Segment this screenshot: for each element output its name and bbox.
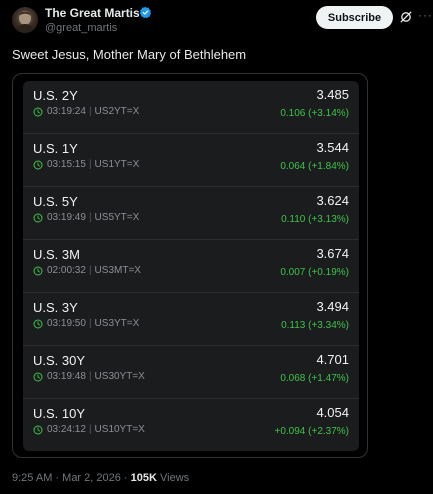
quote-meta: 03:19:50 | US3YT=X bbox=[33, 318, 139, 329]
views-label: Views bbox=[160, 472, 190, 484]
handle[interactable]: @great_martis bbox=[45, 22, 118, 34]
quote-meta: 02:00:32 | US3MT=X bbox=[33, 265, 141, 276]
quote-price: 4.701 bbox=[316, 352, 349, 367]
quote-ticker: US3YT=X bbox=[94, 318, 140, 329]
tweet-header: The Great Martis @great_martis Subscribe… bbox=[0, 0, 433, 40]
quote-time: 03:15:15 bbox=[47, 159, 86, 170]
display-name[interactable]: The Great Martis bbox=[45, 6, 140, 20]
quote-change: 0.106 (+3.14%) bbox=[280, 108, 349, 119]
quote-time: 03:24:12 bbox=[47, 424, 86, 435]
quote-name: U.S. 3M bbox=[33, 247, 80, 262]
quote-price: 3.674 bbox=[316, 246, 349, 261]
views-count: 105K bbox=[130, 472, 157, 484]
quote-time: 03:19:24 bbox=[47, 106, 86, 117]
quote-name: U.S. 2Y bbox=[33, 88, 78, 103]
quote-price: 3.485 bbox=[316, 87, 349, 102]
quote-ticker: US5YT=X bbox=[94, 212, 140, 223]
avatar-portrait-icon bbox=[16, 11, 34, 33]
quote-row[interactable]: U.S. 3M 02:00:32 | US3MT=X 3.674 0.007 (+0.19… bbox=[23, 240, 359, 293]
post-time[interactable]: 9:25 AM bbox=[12, 472, 53, 484]
quote-meta: 03:19:49 | US5YT=X bbox=[33, 212, 139, 223]
quote-card[interactable]: U.S. 2Y 03:19:24 | US2YT=X 3.485 0.106 (+3.14… bbox=[12, 73, 368, 458]
quote-meta: 03:19:24 | US2YT=X bbox=[33, 106, 139, 117]
grok-icon[interactable] bbox=[399, 10, 413, 24]
quote-ticker: US30YT=X bbox=[94, 371, 145, 382]
quote-row[interactable]: U.S. 30Y 03:19:48 | US30YT=X 4.701 0.068 (+1.… bbox=[23, 346, 359, 399]
quote-ticker: US1YT=X bbox=[94, 159, 140, 170]
tweet-text: Sweet Jesus, Mother Mary of Bethlehem bbox=[12, 47, 247, 62]
quote-row[interactable]: U.S. 2Y 03:19:24 | US2YT=X 3.485 0.106 (+3.14… bbox=[23, 81, 359, 134]
clock-icon bbox=[33, 212, 43, 223]
quote-name: U.S. 5Y bbox=[33, 194, 78, 209]
quote-name: U.S. 30Y bbox=[33, 353, 86, 368]
quote-price: 3.544 bbox=[316, 140, 349, 155]
quote-list: U.S. 2Y 03:19:24 | US2YT=X 3.485 0.106 (+3.14… bbox=[23, 81, 359, 451]
quote-price: 4.054 bbox=[316, 405, 349, 420]
quote-change: 0.110 (+3.13%) bbox=[281, 214, 349, 225]
quote-name: U.S. 3Y bbox=[33, 300, 78, 315]
quote-meta: 03:15:15 | US1YT=X bbox=[33, 159, 139, 170]
more-horizontal-icon[interactable]: ··· bbox=[418, 8, 433, 22]
quote-meta: 03:24:12 | US10YT=X bbox=[33, 424, 145, 435]
clock-icon bbox=[33, 265, 43, 276]
quote-time: 03:19:48 bbox=[47, 371, 86, 382]
quote-time: 02:00:32 bbox=[47, 265, 86, 276]
post-date[interactable]: Mar 2, 2026 bbox=[62, 472, 121, 484]
subscribe-button[interactable]: Subscribe bbox=[316, 6, 393, 29]
quote-change: 0.068 (+1.47%) bbox=[280, 373, 349, 384]
quote-time: 03:19:50 bbox=[47, 318, 86, 329]
quote-name: U.S. 10Y bbox=[33, 406, 86, 421]
clock-icon bbox=[33, 318, 43, 329]
quote-ticker: US2YT=X bbox=[94, 106, 140, 117]
quote-price: 3.624 bbox=[316, 193, 349, 208]
verified-badge-icon bbox=[139, 6, 152, 19]
quote-row[interactable]: U.S. 3Y 03:19:50 | US3YT=X 3.494 0.113 (+3.34… bbox=[23, 293, 359, 346]
tweet-footer: 9:25 AM · Mar 2, 2026 · 105K Views bbox=[12, 472, 190, 484]
clock-icon bbox=[33, 159, 43, 170]
quote-time: 03:19:49 bbox=[47, 212, 86, 223]
quote-row[interactable]: U.S. 1Y 03:15:15 | US1YT=X 3.544 0.064 (+1.84… bbox=[23, 134, 359, 187]
quote-change: +0.094 (+2.37%) bbox=[274, 426, 350, 437]
quote-change: 0.007 (+0.19%) bbox=[280, 267, 349, 278]
clock-icon bbox=[33, 371, 43, 382]
clock-icon bbox=[33, 424, 43, 435]
quote-row[interactable]: U.S. 10Y 03:24:12 | US10YT=X 4.054 +0.094 (+2… bbox=[23, 399, 359, 451]
quote-ticker: US10YT=X bbox=[94, 424, 145, 435]
quote-price: 3.494 bbox=[316, 299, 349, 314]
quote-meta: 03:19:48 | US30YT=X bbox=[33, 371, 145, 382]
quote-change: 0.113 (+3.34%) bbox=[281, 320, 349, 331]
avatar[interactable] bbox=[12, 7, 38, 33]
quote-ticker: US3MT=X bbox=[94, 265, 141, 276]
clock-icon bbox=[33, 106, 43, 117]
quote-row[interactable]: U.S. 5Y 03:19:49 | US5YT=X 3.624 0.110 (+3.13… bbox=[23, 187, 359, 240]
quote-change: 0.064 (+1.84%) bbox=[280, 161, 349, 172]
quote-name: U.S. 1Y bbox=[33, 141, 78, 156]
